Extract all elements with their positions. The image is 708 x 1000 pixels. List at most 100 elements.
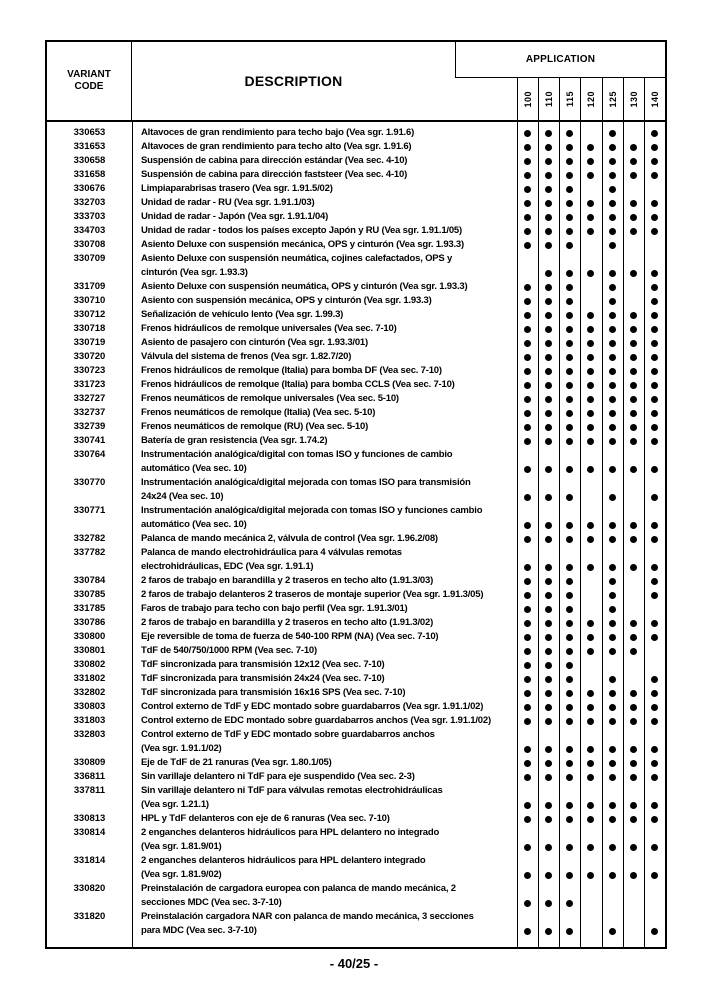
applicability-dot-icon xyxy=(650,773,658,781)
description-line: Instrumentación analógica/digital mejora… xyxy=(141,477,471,488)
application-column-header: 100 xyxy=(517,78,538,120)
applicability-dot-icon xyxy=(587,871,595,879)
application-cell xyxy=(559,532,580,546)
applicability-dot-icon xyxy=(524,381,532,389)
application-cell xyxy=(623,616,644,630)
applicability-dot-icon xyxy=(650,759,658,767)
application-cell xyxy=(644,196,665,210)
application-cell xyxy=(602,532,623,546)
applicability-dot-icon xyxy=(545,605,553,613)
description-cell: Frenos hidráulicos de remolque universal… xyxy=(132,322,517,336)
application-cell xyxy=(602,840,623,854)
applicability-dot-icon xyxy=(566,409,574,417)
table-row: 337782 Palanca de mando electrohidráulica… xyxy=(47,546,665,574)
application-cell xyxy=(517,364,538,378)
applicability-dot-icon xyxy=(566,283,574,291)
table-row: 330653 Altavoces de gran rendimiento para… xyxy=(47,126,665,140)
description-cell: 2 faros de trabajo delanteros 2 traseros… xyxy=(132,588,517,602)
description-cell: TdF de 540/750/1000 RPM (Vea sec. 7-10) xyxy=(132,644,517,658)
applicability-dot-icon xyxy=(566,325,574,333)
applicability-dot-icon xyxy=(587,465,595,473)
application-cell xyxy=(580,756,601,770)
application-cell xyxy=(559,322,580,336)
variant-code-cell: 332739 xyxy=(73,421,106,432)
application-cell xyxy=(602,896,623,910)
application-cell xyxy=(580,140,601,154)
application-cell xyxy=(580,322,601,336)
application-cells xyxy=(517,392,665,406)
application-cell xyxy=(644,658,665,672)
applicability-dot-icon xyxy=(629,311,637,319)
applicability-dot-icon xyxy=(650,199,658,207)
applicability-dot-icon xyxy=(545,381,553,389)
applicability-dot-icon xyxy=(587,171,595,179)
applicability-dot-icon xyxy=(566,143,574,151)
description-line: Suspensión de cabina para dirección está… xyxy=(141,155,408,166)
applicability-dot-icon xyxy=(545,493,553,501)
applicability-dot-icon xyxy=(545,213,553,221)
application-cell xyxy=(559,406,580,420)
application-cell xyxy=(517,574,538,588)
application-cell xyxy=(517,238,538,252)
applicability-dot-icon xyxy=(587,227,595,235)
applicability-dot-icon xyxy=(650,493,658,501)
table-row: 330785 2 faros de trabajo delanteros 2 tr… xyxy=(47,588,665,602)
application-cell xyxy=(538,266,559,280)
application-cell xyxy=(602,518,623,532)
application-cell xyxy=(538,896,559,910)
applicability-dot-icon xyxy=(587,815,595,823)
application-cell xyxy=(559,140,580,154)
applicability-dot-icon xyxy=(650,675,658,683)
application-cell xyxy=(559,280,580,294)
applicability-dot-icon xyxy=(566,773,574,781)
applicability-dot-icon xyxy=(650,367,658,375)
application-cell xyxy=(538,350,559,364)
applicability-dot-icon xyxy=(587,437,595,445)
applicability-dot-icon xyxy=(545,871,553,879)
application-cells xyxy=(517,616,665,630)
application-cells xyxy=(517,784,665,812)
applicability-dot-icon xyxy=(608,297,616,305)
applicability-dot-icon xyxy=(629,773,637,781)
applicability-dot-icon xyxy=(587,325,595,333)
applicability-dot-icon xyxy=(629,521,637,529)
applicability-dot-icon xyxy=(587,773,595,781)
description-cell: Frenos hidráulicos de remolque (Italia) … xyxy=(132,364,517,378)
application-cell xyxy=(623,714,644,728)
applicability-dot-icon xyxy=(650,269,658,277)
applicability-dot-icon xyxy=(587,759,595,767)
applicability-dot-icon xyxy=(524,591,532,599)
application-cell xyxy=(602,280,623,294)
applicability-dot-icon xyxy=(566,157,574,165)
applicability-dot-icon xyxy=(587,353,595,361)
variant-code-cell: 330814 xyxy=(73,827,106,838)
description-cell: Sin varillaje delantero ni TdF para eje … xyxy=(132,770,517,784)
application-cell xyxy=(644,840,665,854)
application-header: APPLICATION xyxy=(455,42,665,78)
application-cells xyxy=(517,700,665,714)
applicability-dot-icon xyxy=(608,871,616,879)
application-cell xyxy=(517,770,538,784)
table-row: 330800 Eje reversible de toma de fuerza d… xyxy=(47,630,665,644)
application-cell xyxy=(644,294,665,308)
application-cells xyxy=(517,238,665,252)
table-row: 330741 Batería de gran resistencia (Vea s… xyxy=(47,434,665,448)
description-cell: Altavoces de gran rendimiento para techo… xyxy=(132,126,517,140)
applicability-dot-icon xyxy=(629,325,637,333)
table-row: 332803 Control externo de TdF y EDC monta… xyxy=(47,728,665,756)
application-cell xyxy=(644,686,665,700)
variant-code-cell: 330813 xyxy=(73,813,106,824)
applicability-dot-icon xyxy=(629,801,637,809)
applicability-dot-icon xyxy=(587,269,595,277)
applicability-dot-icon xyxy=(608,801,616,809)
application-cell xyxy=(644,308,665,322)
description-cell: Unidad de radar - todos los países excep… xyxy=(132,224,517,238)
application-cell xyxy=(517,182,538,196)
application-cell xyxy=(559,168,580,182)
applicability-dot-icon xyxy=(545,465,553,473)
applicability-dot-icon xyxy=(608,815,616,823)
application-cell xyxy=(580,168,601,182)
variant-code-cell: 330709 xyxy=(73,253,106,264)
applicability-dot-icon xyxy=(524,689,532,697)
applicability-dot-icon xyxy=(629,143,637,151)
